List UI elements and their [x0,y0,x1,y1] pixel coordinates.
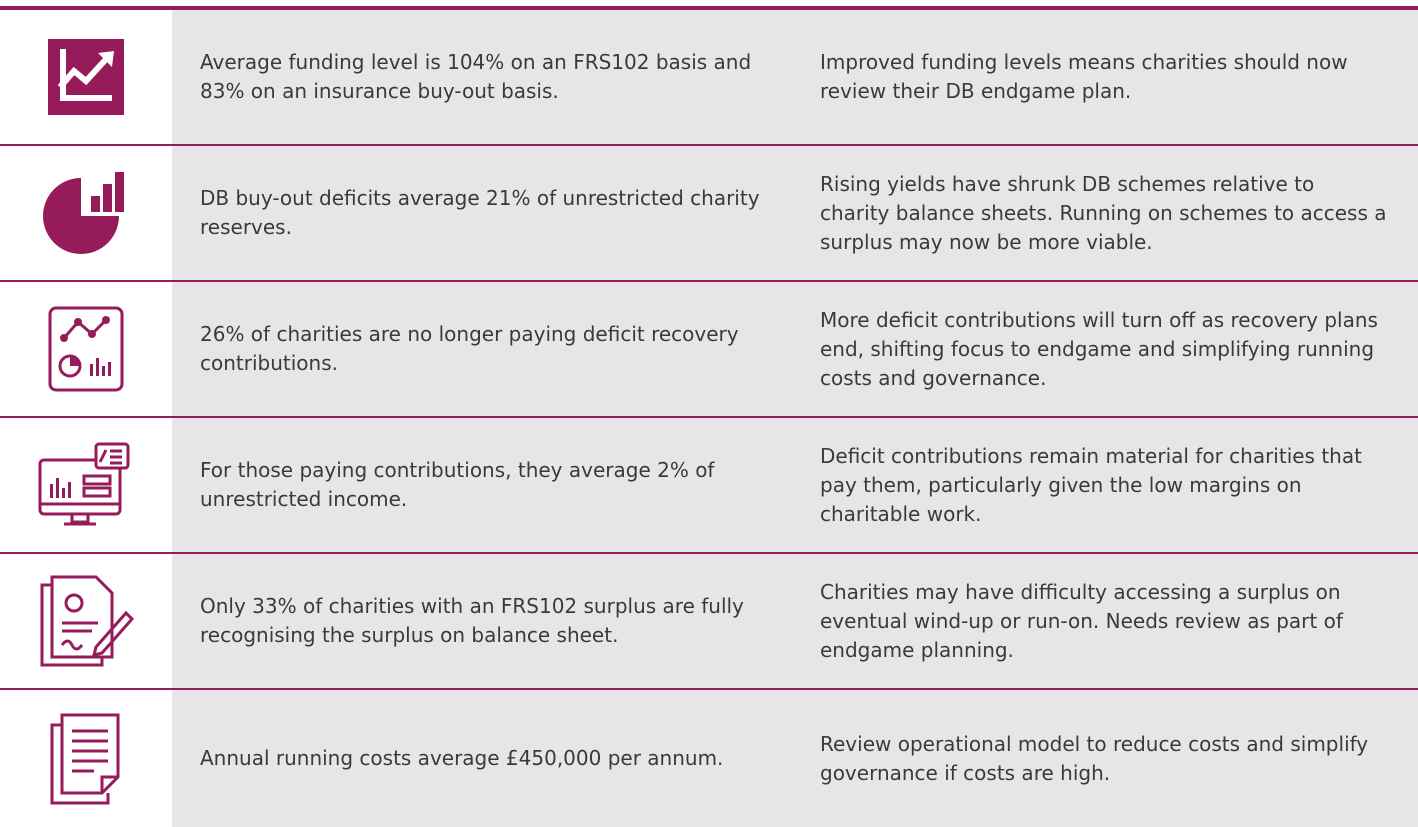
finding: For those paying contributions, they ave… [200,458,715,511]
implication: Improved funding levels means charities … [820,50,1348,103]
implication-cell: Rising yields have shrunk DB schemes rel… [790,146,1418,280]
finding-cell: 26% of charities are no longer paying de… [172,282,790,416]
row: 26% of charities are no longer paying de… [0,282,1418,418]
implication: Rising yields have shrunk DB schemes rel… [820,171,1387,254]
row: For those paying contributions, they ave… [0,418,1418,554]
top-rule [0,6,1418,10]
row: Only 33% of charities with an FRS102 sur… [0,554,1418,690]
finding-cell: For those paying contributions, they ave… [172,418,790,552]
row: Annual running costs average £450,000 pe… [0,690,1418,827]
implication: More deficit contributions will turn off… [820,307,1378,390]
finding-cell: Annual running costs average £450,000 pe… [172,690,790,827]
icon-cell [0,554,172,688]
icon-analytics-card [48,306,124,392]
implication: Review operational model to reduce costs… [820,731,1369,785]
finding: Average funding level is 104% on an FRS1… [200,50,752,103]
row: DB buy-out deficits average 21% of unres… [0,146,1418,282]
finding-cell: Average funding level is 104% on an FRS1… [172,10,790,144]
finding-cell: DB buy-out deficits average 21% of unres… [172,146,790,280]
icon-cell [0,282,172,416]
implication-cell: More deficit contributions will turn off… [790,282,1418,416]
implication: Deficit contributions remain material fo… [820,443,1362,526]
icon-cell [0,418,172,552]
row: Average funding level is 104% on an FRS1… [0,10,1418,146]
finding-cell: Only 33% of charities with an FRS102 sur… [172,554,790,688]
icon-cell [0,690,172,827]
implication-cell: Improved funding levels means charities … [790,10,1418,144]
icon-signed-document [40,575,135,667]
icon-pie-bars [43,172,124,254]
implication-cell: Deficit contributions remain material fo… [790,418,1418,552]
implication-cell: Review operational model to reduce costs… [790,690,1418,827]
finding: 26% of charities are no longer paying de… [200,322,739,375]
icon-cell [0,146,172,280]
icon-growth-chart [48,39,124,115]
finding: Only 33% of charities with an FRS102 sur… [200,594,744,647]
finding: Annual running costs average £450,000 pe… [200,746,724,770]
icon-monitor-dashboard [38,442,130,526]
finding: DB buy-out deficits average 21% of unres… [200,186,760,239]
icon-documents [50,713,120,804]
icon-cell [0,10,172,144]
implication-cell: Charities may have difficulty accessing … [790,554,1418,688]
implication: Charities may have difficulty accessing … [820,579,1343,662]
